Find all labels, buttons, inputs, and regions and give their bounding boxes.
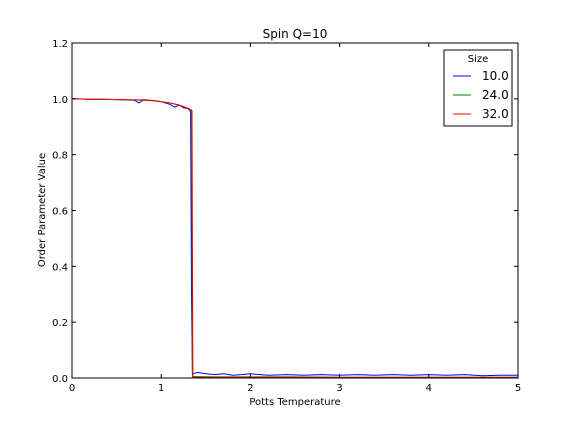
- series-layer: [71, 98, 518, 378]
- x-tick-label: 1: [158, 383, 164, 394]
- y-tick-label: 0.2: [52, 318, 68, 329]
- x-tick-label: 0: [69, 383, 75, 394]
- y-tick-label: 0.6: [52, 207, 68, 218]
- chart-title: Spin Q=10: [263, 27, 328, 41]
- axis-ticks: 0 1 2 3 4 5 0.0 0.2 0.4 0.6 0.8 1.0 1.2: [52, 39, 521, 394]
- x-tick-label: 3: [336, 383, 342, 394]
- y-tick-label: 0.8: [52, 151, 68, 162]
- series-line-0: [71, 98, 518, 377]
- legend-label: 10.0: [482, 69, 509, 83]
- legend-label: 24.0: [482, 88, 509, 102]
- x-tick-label: 2: [247, 383, 253, 394]
- legend-items: 10.0 24.0 32.0: [453, 69, 509, 121]
- y-tick-label: 0.0: [52, 374, 68, 385]
- x-tick-label: 4: [426, 383, 432, 394]
- series-line-2: [71, 98, 518, 378]
- legend: Size 10.0 24.0 32.0: [443, 49, 513, 127]
- y-tick-label: 0.4: [52, 262, 68, 273]
- legend-label: 32.0: [482, 107, 509, 121]
- legend-frame: [443, 49, 513, 127]
- x-axis-label: Potts Temperature: [249, 397, 340, 408]
- x-tick-label: 5: [515, 383, 521, 394]
- legend-title: Size: [468, 54, 489, 65]
- y-tick-label: 1.2: [52, 39, 68, 50]
- y-tick-label: 1.0: [52, 95, 68, 106]
- y-axis-label: Order Parameter Value: [37, 153, 48, 267]
- series-line-1: [71, 98, 518, 378]
